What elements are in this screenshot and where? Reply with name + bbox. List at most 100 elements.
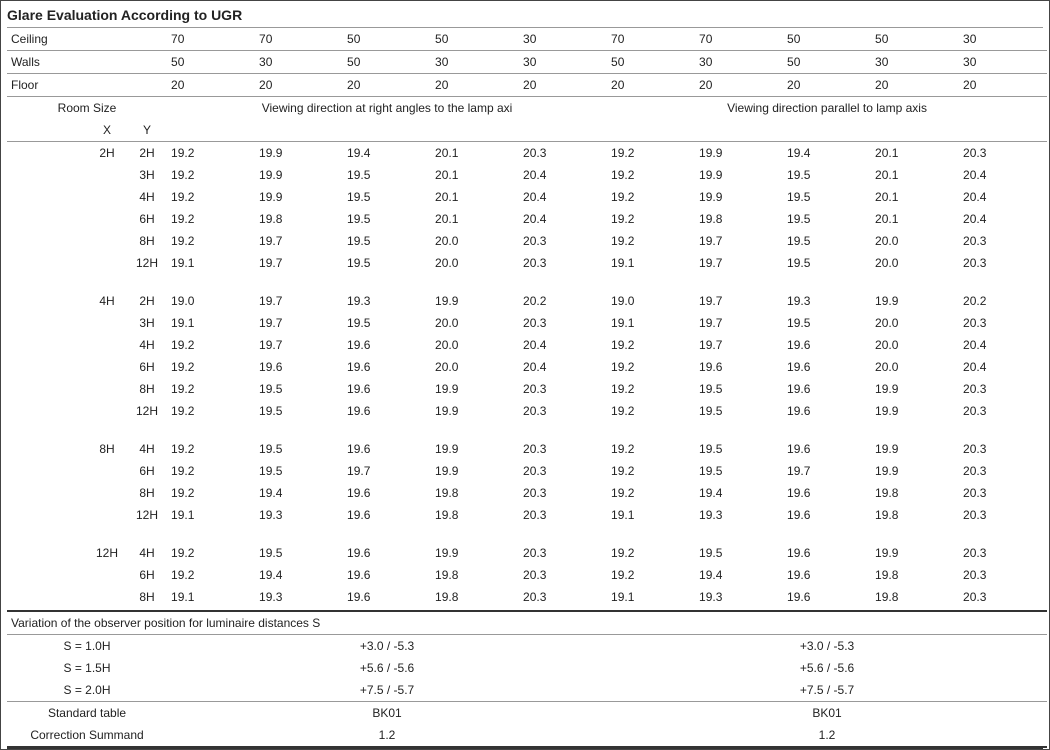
ugr-value: 19.5 bbox=[343, 164, 431, 186]
variation-val-right: +3.0 / -5.3 bbox=[607, 635, 1047, 658]
ugr-value: 19.6 bbox=[343, 542, 431, 564]
room-y: 12H bbox=[127, 504, 167, 526]
ugr-value: 19.3 bbox=[255, 586, 343, 608]
room-x bbox=[87, 164, 127, 186]
ugr-value: 19.6 bbox=[343, 482, 431, 504]
ugr-value: 19.1 bbox=[607, 504, 695, 526]
param-cell: 20 bbox=[343, 74, 431, 97]
room-y: 6H bbox=[127, 460, 167, 482]
param-cell: 70 bbox=[167, 28, 255, 51]
ugr-value: 20.3 bbox=[959, 542, 1047, 564]
ugr-value: 20.3 bbox=[519, 438, 607, 460]
ugr-value: 20.3 bbox=[959, 378, 1047, 400]
ugr-value: 19.6 bbox=[783, 400, 871, 422]
std-table-val-right: BK01 bbox=[607, 702, 1047, 725]
ugr-value: 19.5 bbox=[783, 208, 871, 230]
param-cell: 30 bbox=[871, 51, 959, 74]
room-size-y: Y bbox=[127, 119, 167, 142]
ugr-value: 19.2 bbox=[607, 230, 695, 252]
ugr-value: 20.4 bbox=[959, 186, 1047, 208]
room-y: 3H bbox=[127, 312, 167, 334]
ugr-value: 20.4 bbox=[959, 164, 1047, 186]
ugr-value: 19.9 bbox=[871, 290, 959, 312]
ugr-value: 20.4 bbox=[519, 164, 607, 186]
ugr-value: 19.9 bbox=[431, 378, 519, 400]
ugr-value: 19.2 bbox=[167, 460, 255, 482]
ugr-value: 20.4 bbox=[959, 334, 1047, 356]
ugr-value: 20.3 bbox=[519, 564, 607, 586]
ugr-value: 19.8 bbox=[431, 504, 519, 526]
ugr-value: 19.8 bbox=[871, 564, 959, 586]
ugr-value: 19.4 bbox=[695, 482, 783, 504]
ugr-value: 19.8 bbox=[431, 586, 519, 608]
param-cell: 50 bbox=[167, 51, 255, 74]
param-cell: 20 bbox=[607, 74, 695, 97]
ugr-value: 19.7 bbox=[695, 334, 783, 356]
ugr-value: 19.1 bbox=[607, 586, 695, 608]
heading-left: Viewing direction at right angles to the… bbox=[167, 97, 607, 120]
ugr-value: 19.2 bbox=[167, 230, 255, 252]
variation-val-right: +5.6 / -5.6 bbox=[607, 657, 1047, 679]
ugr-value: 19.0 bbox=[607, 290, 695, 312]
room-y: 4H bbox=[127, 186, 167, 208]
ugr-value: 19.7 bbox=[343, 460, 431, 482]
ugr-value: 20.4 bbox=[959, 356, 1047, 378]
heading-right: Viewing direction parallel to lamp axis bbox=[607, 97, 1047, 120]
param-cell: 20 bbox=[519, 74, 607, 97]
param-cell: 20 bbox=[167, 74, 255, 97]
ugr-value: 19.9 bbox=[255, 164, 343, 186]
ugr-value: 20.3 bbox=[959, 252, 1047, 274]
ugr-value: 20.4 bbox=[519, 208, 607, 230]
room-x bbox=[87, 460, 127, 482]
ugr-value: 20.3 bbox=[519, 400, 607, 422]
ugr-value: 19.1 bbox=[167, 252, 255, 274]
ugr-value: 19.2 bbox=[167, 186, 255, 208]
ugr-value: 19.2 bbox=[607, 482, 695, 504]
param-cell: 70 bbox=[695, 28, 783, 51]
ugr-value: 19.5 bbox=[255, 460, 343, 482]
variation-s: S = 1.0H bbox=[7, 635, 167, 658]
room-y: 8H bbox=[127, 482, 167, 504]
ugr-value: 19.7 bbox=[255, 334, 343, 356]
ugr-value: 19.5 bbox=[695, 542, 783, 564]
ugr-value: 19.4 bbox=[695, 564, 783, 586]
ugr-value: 19.6 bbox=[783, 482, 871, 504]
param-cell: 70 bbox=[255, 28, 343, 51]
ugr-value: 20.3 bbox=[959, 504, 1047, 526]
ugr-value: 19.6 bbox=[783, 542, 871, 564]
ugr-value: 19.2 bbox=[167, 334, 255, 356]
room-x bbox=[87, 564, 127, 586]
room-size-x: X bbox=[87, 119, 127, 142]
room-y: 8H bbox=[127, 378, 167, 400]
ugr-value: 19.2 bbox=[607, 208, 695, 230]
ugr-value: 20.1 bbox=[431, 186, 519, 208]
param-cell: 50 bbox=[871, 28, 959, 51]
ugr-value: 19.7 bbox=[255, 252, 343, 274]
room-y: 4H bbox=[127, 438, 167, 460]
ugr-value: 19.9 bbox=[871, 542, 959, 564]
ugr-value: 19.2 bbox=[607, 164, 695, 186]
ugr-value: 19.6 bbox=[695, 356, 783, 378]
ugr-value: 19.4 bbox=[343, 142, 431, 165]
ugr-value: 19.9 bbox=[695, 164, 783, 186]
ugr-value: 19.5 bbox=[695, 378, 783, 400]
ugr-value: 20.3 bbox=[959, 312, 1047, 334]
variation-val-left: +7.5 / -5.7 bbox=[167, 679, 607, 702]
ugr-value: 19.2 bbox=[167, 564, 255, 586]
ugr-value: 19.2 bbox=[607, 378, 695, 400]
ugr-value: 19.3 bbox=[343, 290, 431, 312]
ugr-value: 19.4 bbox=[255, 564, 343, 586]
ugr-value: 20.0 bbox=[871, 356, 959, 378]
ugr-value: 20.1 bbox=[431, 208, 519, 230]
ugr-value: 19.4 bbox=[255, 482, 343, 504]
ugr-value: 19.8 bbox=[871, 482, 959, 504]
ugr-value: 19.5 bbox=[783, 230, 871, 252]
ugr-value: 20.3 bbox=[519, 230, 607, 252]
ugr-value: 19.5 bbox=[783, 186, 871, 208]
room-x bbox=[87, 400, 127, 422]
ugr-value: 19.2 bbox=[607, 564, 695, 586]
variation-val-left: +3.0 / -5.3 bbox=[167, 635, 607, 658]
ugr-value: 20.3 bbox=[959, 230, 1047, 252]
ugr-value: 20.1 bbox=[871, 142, 959, 165]
ugr-value: 20.3 bbox=[519, 542, 607, 564]
